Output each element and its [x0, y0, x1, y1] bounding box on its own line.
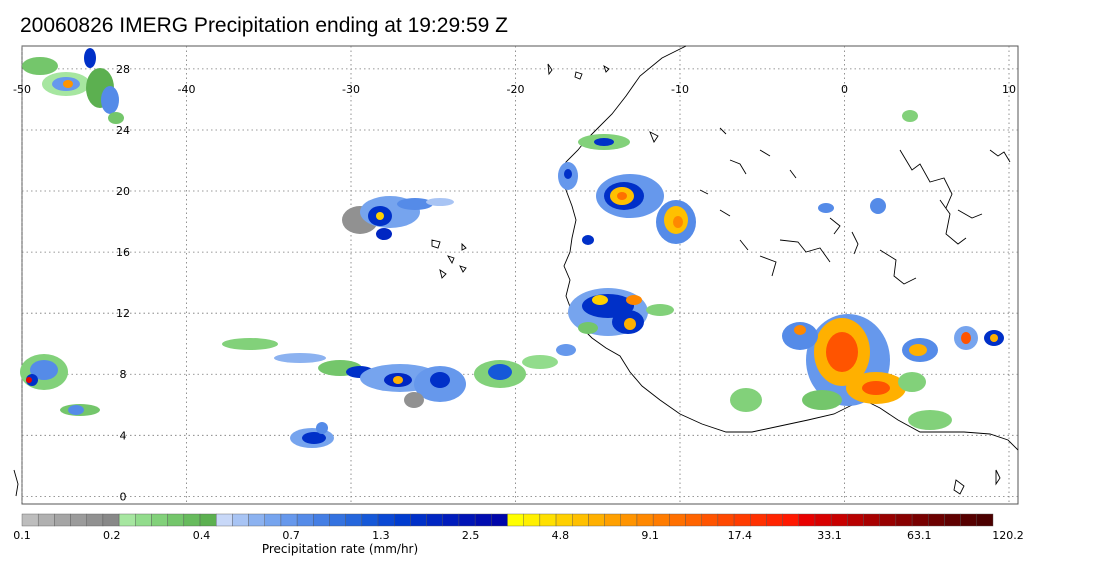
colorbar-segment [669, 513, 686, 527]
colorbar-tick-label: 120.2 [992, 529, 1024, 542]
colorbar-tick-label: 4.8 [552, 529, 570, 542]
colorbar-tick-label: 33.1 [817, 529, 842, 542]
lat-tick-label: 20 [116, 185, 130, 198]
colorbar-segment [37, 513, 55, 527]
colorbar-segment [394, 513, 411, 527]
lon-tick-label: -40 [178, 83, 196, 96]
colorbar-segment [199, 513, 217, 527]
lon-tick-label: -50 [13, 83, 31, 96]
colorbar-tick-label: 1.3 [372, 529, 390, 542]
colorbar-segment [798, 513, 816, 527]
lat-tick-label: 0 [120, 490, 127, 503]
colorbar-segment [701, 513, 719, 527]
colorbar-segment [264, 513, 282, 527]
coastline [13, 45, 1019, 497]
colorbar-tick-label: 63.1 [907, 529, 932, 542]
colorbar-segment [248, 513, 265, 527]
colorbar-segment [976, 513, 994, 527]
lon-tick-label: -10 [671, 83, 689, 96]
colorbar-segment [183, 513, 201, 527]
colorbar-segment [232, 513, 249, 527]
colorbar-segment [426, 513, 443, 527]
colorbar-segment [118, 513, 136, 527]
colorbar-segment [491, 513, 508, 527]
colorbar: 0.1 0.2 0.4 0.7 1.3 2.5 4.8 9.1 17.4 33.1 63.1 120.… [13, 513, 1024, 542]
colorbar-segment [863, 513, 880, 527]
colorbar-segment [620, 513, 638, 527]
colorbar-segment [750, 513, 767, 527]
colorbar-segment [652, 513, 670, 527]
colorbar-tick-label: 0.2 [103, 529, 121, 542]
colorbar-segment [944, 513, 961, 527]
colorbar-tick-label: 0.1 [13, 529, 31, 542]
colorbar-segment [782, 513, 799, 527]
colorbar-segment [151, 513, 168, 527]
precipitation-field [20, 48, 1004, 448]
colorbar-segment [410, 513, 427, 527]
lon-tick-label: 0 [841, 83, 848, 96]
lat-tick-label: 24 [116, 124, 130, 137]
colorbar-tick-label: 17.4 [728, 529, 753, 542]
colorbar-segment [345, 513, 363, 527]
colorbar-tick-label: 9.1 [641, 529, 659, 542]
colorbar-segment [685, 513, 702, 527]
lat-tick-label: 12 [116, 307, 130, 320]
colorbar-segment [814, 513, 832, 527]
colorbar-segment [442, 513, 460, 527]
colorbar-segment [507, 513, 524, 527]
colorbar-tick-label: 0.4 [193, 529, 211, 542]
colorbar-segment [296, 513, 314, 527]
colorbar-segment [733, 513, 751, 527]
colorbar-segment [474, 513, 492, 527]
colorbar-segment [830, 513, 848, 527]
colorbar-segment [361, 513, 379, 527]
colorbar-segment [167, 513, 185, 527]
colorbar-segment [572, 513, 589, 527]
colorbar-segment [523, 513, 541, 527]
lat-tick-label: 8 [120, 368, 127, 381]
colorbar-segment [928, 513, 945, 527]
colorbar-segment [911, 513, 929, 527]
colorbar-segment [847, 513, 864, 527]
lon-tick-label: -30 [342, 83, 360, 96]
lat-tick-label: 4 [120, 429, 127, 442]
colorbar-segment [280, 513, 298, 527]
map-title: 20060826 IMERG Precipitation ending at 1… [20, 14, 508, 37]
colorbar-segment [54, 513, 71, 527]
lon-tick-label: 10 [1002, 83, 1016, 96]
colorbar-tick-label: 0.7 [282, 529, 300, 542]
colorbar-segment [86, 513, 104, 527]
colorbar-segment [636, 513, 654, 527]
colorbar-segment [458, 513, 476, 527]
lon-tick-label: -20 [507, 83, 525, 96]
colorbar-segment [766, 513, 783, 527]
colorbar-segment [717, 513, 735, 527]
colorbar-tick-label: 2.5 [462, 529, 480, 542]
colorbar-segment [70, 513, 87, 527]
graticule: -50 -40 -30 -20 -10 0 10 28 24 20 16 12 8 4 0 [13, 46, 1018, 504]
colorbar-segment [539, 513, 557, 527]
colorbar-segment [604, 513, 621, 527]
colorbar-segment [895, 513, 913, 527]
colorbar-segment [135, 513, 152, 527]
colorbar-label: Precipitation rate (mm/hr) [261, 542, 419, 556]
colorbar-segment [879, 513, 897, 527]
colorbar-segment [960, 513, 978, 527]
lat-tick-label: 16 [116, 246, 130, 259]
colorbar-segment [555, 513, 573, 527]
colorbar-segment [215, 513, 233, 527]
lat-tick-label: 28 [116, 63, 130, 76]
colorbar-segment [21, 513, 39, 527]
colorbar-segment [102, 513, 120, 527]
colorbar-segment [313, 513, 330, 527]
colorbar-segment [377, 513, 395, 527]
colorbar-segment [588, 513, 605, 527]
map-frame [21, 45, 1019, 505]
colorbar-segment [329, 513, 346, 527]
